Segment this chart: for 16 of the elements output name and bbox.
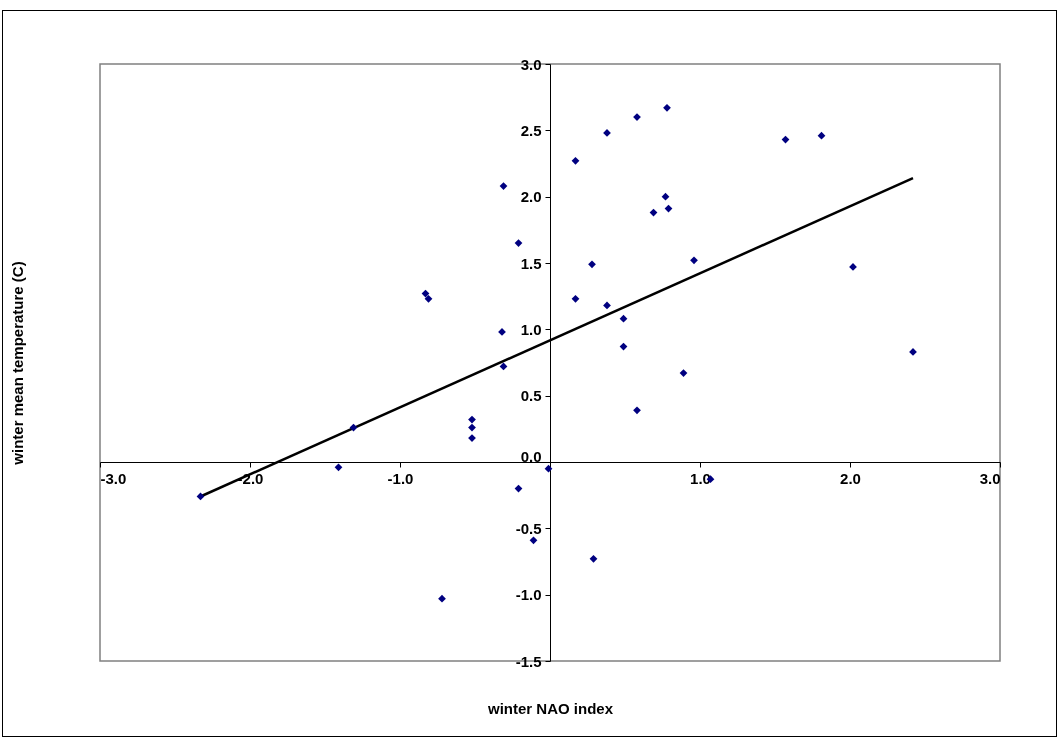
y-tick-label: 2.0 bbox=[520, 188, 542, 206]
y-tick-label: 0.5 bbox=[520, 387, 542, 405]
y-tick-label: 2.5 bbox=[520, 121, 542, 139]
x-tick-label: 2.0 bbox=[840, 469, 861, 487]
x-tick-label: -1.0 bbox=[387, 469, 414, 487]
y-tick-label: -0.5 bbox=[515, 519, 542, 537]
y-tick-label: -1.0 bbox=[515, 586, 542, 604]
x-axis-title: winter NAO index bbox=[486, 699, 614, 717]
x-tick-label: -3.0 bbox=[100, 469, 127, 487]
y-tick-label: 0.0 bbox=[520, 447, 542, 465]
y-tick-label: 1.0 bbox=[520, 320, 542, 338]
y-tick-label: 3.0 bbox=[520, 55, 542, 73]
x-tick-label: 3.0 bbox=[979, 469, 1001, 487]
y-axis-title: winter mean temperature (C) bbox=[8, 261, 26, 466]
y-tick-label: -1.5 bbox=[515, 652, 542, 670]
y-tick-label: 1.5 bbox=[520, 254, 542, 272]
